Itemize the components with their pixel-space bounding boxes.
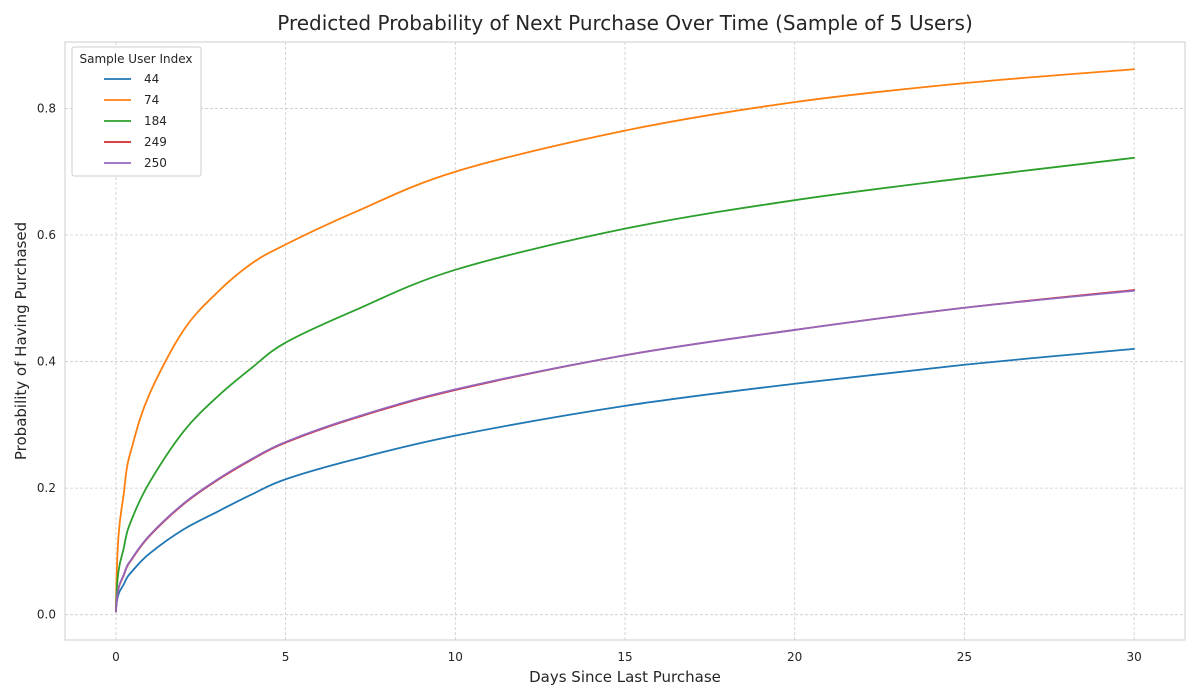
legend-label-44: 44 [144,72,159,86]
x-tick-label: 30 [1126,650,1141,664]
series-line-184 [115,156,1135,613]
x-tick-label: 15 [617,650,632,664]
legend-items: 44 74 184 249 250 [104,72,167,170]
x-tick-label: 5 [282,650,290,664]
legend-box [71,46,202,177]
plot-area: 0 5 10 15 20 25 30 0.0 0.2 0.4 0.6 0.8 [37,41,1186,664]
y-tick-label: 0.4 [37,355,56,369]
legend-label-249: 249 [144,135,167,149]
chart-title: Predicted Probability of Next Purchase O… [277,11,973,35]
x-tick-label: 10 [448,650,463,664]
x-tick-label: 0 [112,650,120,664]
legend-label-74: 74 [144,93,159,107]
x-tick-label: 20 [787,650,802,664]
y-axis-label: Probability of Having Purchased [12,222,30,460]
series-line-250 [115,289,1135,613]
grid-lines [65,42,1185,640]
legend-label-184: 184 [144,114,167,128]
series-line-74 [115,68,1135,613]
tick-labels: 0 5 10 15 20 25 30 0.0 0.2 0.4 0.6 0.8 [37,101,1142,664]
legend: Sample User Index 44 74 184 249 250 [71,46,202,177]
y-tick-label: 0.2 [37,481,56,495]
series-line-44 [115,348,1135,613]
y-tick-label: 0.8 [37,101,56,115]
y-tick-label: 0.6 [37,228,56,242]
legend-label-250: 250 [144,156,167,170]
y-tick-label: 0.0 [37,608,56,622]
x-tick-label: 25 [957,650,972,664]
legend-title: Sample User Index [79,52,192,66]
plot-frame [64,41,1186,641]
series-lines [115,68,1135,613]
x-axis-label: Days Since Last Purchase [529,668,721,686]
